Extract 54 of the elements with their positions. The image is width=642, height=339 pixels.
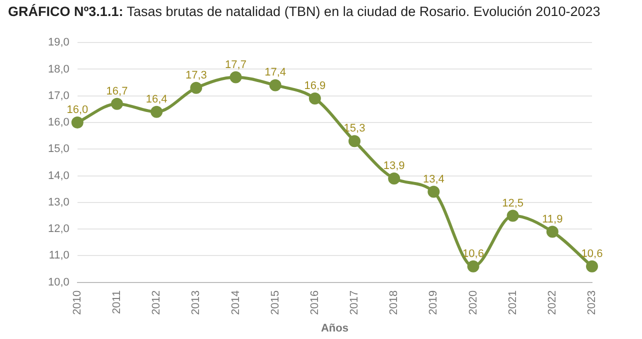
x-tick-label: 2021 xyxy=(506,290,519,315)
point xyxy=(586,260,598,272)
x-tick-label: 2016 xyxy=(308,290,321,315)
point xyxy=(467,260,480,272)
x-tick-label: 2023 xyxy=(586,290,598,315)
data-label: 16,7 xyxy=(106,85,128,98)
x-tick-label: 2015 xyxy=(269,290,282,315)
data-label: 10,6 xyxy=(581,248,603,260)
y-tick-label: 17,0 xyxy=(48,90,70,102)
point xyxy=(388,172,400,184)
point xyxy=(150,106,163,118)
point xyxy=(546,226,558,238)
data-label: 16,9 xyxy=(304,80,326,92)
y-tick-label: 19,0 xyxy=(48,36,70,49)
data-label: 10,6 xyxy=(462,248,484,260)
x-tick-label: 2014 xyxy=(230,290,242,315)
data-label: 17,4 xyxy=(264,66,286,79)
data-label: 15,3 xyxy=(344,122,366,135)
point xyxy=(190,82,202,94)
point xyxy=(230,71,242,84)
data-label: 12,5 xyxy=(502,197,524,210)
y-tick-label: 10,0 xyxy=(48,276,70,288)
x-tick-label: 2010 xyxy=(71,290,84,315)
data-label: 16,4 xyxy=(146,93,168,106)
data-label: 13,4 xyxy=(422,173,444,186)
point xyxy=(428,186,440,198)
point xyxy=(308,92,321,105)
x-tick-label: 2017 xyxy=(348,290,361,315)
y-tick-label: 18,0 xyxy=(48,63,70,76)
y-tick-label: 15,0 xyxy=(48,143,70,156)
x-axis-title: Años xyxy=(320,322,348,334)
data-label: 11,9 xyxy=(542,213,563,226)
data-label: 17,3 xyxy=(185,69,207,82)
x-tick-label: 2013 xyxy=(190,290,202,315)
x-tick-label: 2012 xyxy=(150,290,163,315)
chart-title: GRÁFICO Nº3.1.1: Tasas brutas de natalidad (TBN) en la ciudad de Rosario. Evolución 2010-2023 xyxy=(8,4,600,19)
x-tick-label: 2022 xyxy=(546,290,558,315)
point xyxy=(506,210,519,222)
point xyxy=(348,135,360,148)
y-tick-label: 12,0 xyxy=(48,223,70,236)
x-tick-label: 2018 xyxy=(388,290,400,315)
y-tick-label: 11,0 xyxy=(48,250,70,262)
data-label: 17,7 xyxy=(225,58,246,71)
data-label: 16,0 xyxy=(66,104,88,116)
x-tick-label: 2019 xyxy=(428,290,440,315)
point xyxy=(71,116,84,129)
y-tick-label: 13,0 xyxy=(48,196,70,208)
y-tick-label: 14,0 xyxy=(48,170,70,182)
x-tick-label: 2011 xyxy=(111,290,124,314)
point xyxy=(110,98,123,110)
point xyxy=(269,79,282,92)
y-tick-label: 16,0 xyxy=(48,116,70,129)
x-tick-label: 2020 xyxy=(467,290,480,315)
data-label: 13,9 xyxy=(383,160,405,172)
